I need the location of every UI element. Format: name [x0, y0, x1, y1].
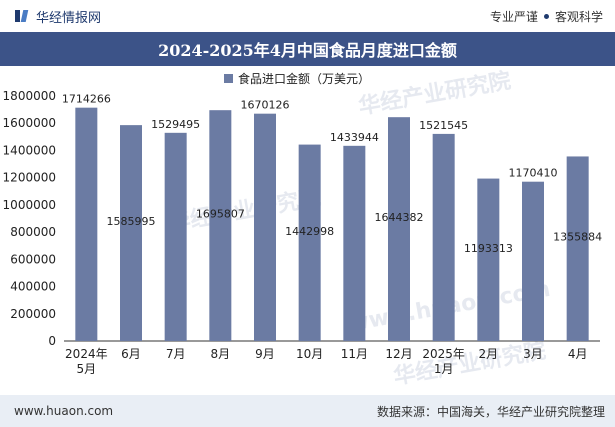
y-tick-label: 800000: [10, 225, 56, 239]
watermark-text: 华经产业研究院: [357, 68, 513, 120]
bar: [164, 132, 187, 341]
x-tick-label: 11月: [341, 347, 368, 361]
data-label: 1521545: [419, 119, 468, 132]
bar: [209, 110, 232, 341]
footer: www.huaon.com 数据来源：中国海关，华经产业研究院整理: [0, 395, 615, 427]
bullet-dot-icon: [543, 13, 549, 19]
brand-name: 华经情报网: [36, 10, 102, 26]
x-tick-label: 2024年: [65, 347, 108, 361]
bar: [343, 145, 366, 341]
bar: [254, 113, 276, 341]
x-tick-label: 8月: [211, 347, 231, 361]
bar: [522, 181, 544, 341]
x-tick-label: 1月: [434, 362, 454, 376]
footer-source: 数据来源：中国海关，华经产业研究院整理: [376, 404, 605, 419]
legend: 食品进口金额（万美元）: [224, 71, 370, 86]
tagline: 专业严谨 客观科学: [490, 8, 603, 25]
x-tick-label: 6月: [121, 347, 141, 361]
data-label: 1695807: [196, 208, 245, 221]
bar: [298, 144, 321, 341]
legend-swatch: [224, 74, 233, 83]
data-label: 1170410: [509, 167, 558, 180]
chart-title: 2024-2025年4月中国食品月度进口金额: [158, 41, 457, 60]
data-labels: 1714266 1585995 1529495 1695807 1670126 14429…: [62, 93, 602, 255]
data-label: 1714266: [62, 93, 111, 106]
data-label: 1193313: [464, 242, 513, 255]
axes: 0 200000 400000 600000 800000 1000000 1200000 1…: [3, 89, 600, 348]
data-label: 1355884: [553, 231, 602, 244]
x-tick-label: 7月: [166, 347, 186, 361]
x-tick-label: 9月: [255, 347, 275, 361]
tag-professional: 专业严谨: [489, 9, 538, 24]
bar: [432, 133, 455, 341]
x-tick-label: 4月: [568, 347, 588, 361]
bar: [75, 107, 98, 342]
top-bar: 华经情报网 专业严谨 客观科学: [0, 0, 615, 32]
x-tick-label: 2月: [479, 347, 499, 361]
x-tick-label: 2025年: [422, 347, 465, 361]
y-tick-label: 1400000: [3, 143, 56, 157]
y-tick-label: 1200000: [3, 171, 56, 185]
tag-objective: 客观科学: [554, 9, 603, 24]
y-tick-label: 1800000: [3, 89, 56, 103]
bar: [120, 125, 142, 341]
x-tick-label: 3月: [523, 347, 543, 361]
y-tick-label: 1000000: [3, 198, 56, 212]
y-tick-label: 400000: [10, 280, 56, 294]
y-tick-label: 0: [48, 334, 56, 348]
chart-title-bar: 2024-2025年4月中国食品月度进口金额: [0, 32, 615, 66]
y-tick-label: 200000: [10, 307, 56, 321]
bar-chart: 华经产业研究院华经产业研究院华经产业研究院www.huaon.com 食品进口金…: [3, 68, 603, 390]
x-tick-label: 12月: [385, 347, 412, 361]
x-tick-label: 5月: [77, 362, 97, 376]
data-label: 1585995: [107, 215, 156, 228]
x-tick-label: 10月: [296, 347, 323, 361]
bar: [566, 156, 589, 341]
data-label: 1442998: [285, 225, 334, 238]
brand: 华经情报网: [14, 7, 101, 26]
bars: [75, 107, 589, 342]
legend-label: 食品进口金额（万美元）: [238, 71, 370, 86]
data-label: 1433944: [330, 131, 379, 144]
huajing-logo-icon: [14, 8, 30, 24]
data-label: 1529495: [151, 118, 200, 131]
bar: [388, 117, 410, 341]
y-tick-label: 600000: [10, 252, 56, 266]
watermark-text: 华经产业研究院: [392, 338, 548, 390]
bar: [477, 178, 500, 341]
data-label: 1670126: [241, 99, 290, 112]
footer-url: www.huaon.com: [14, 404, 114, 418]
data-label: 1644382: [375, 211, 424, 224]
y-tick-label: 1600000: [3, 116, 56, 130]
